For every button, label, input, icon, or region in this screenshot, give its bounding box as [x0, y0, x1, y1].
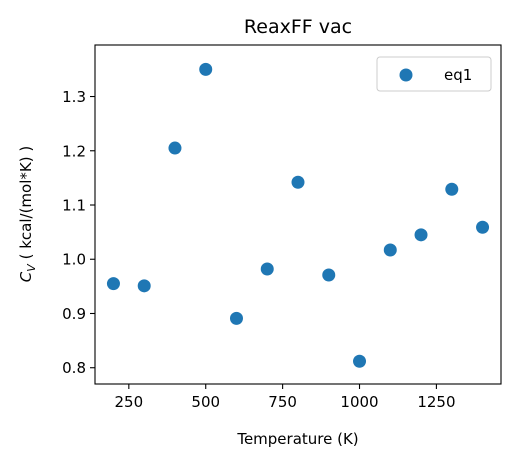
y-tick-label: 0.9	[62, 305, 86, 323]
x-tick-label: 750	[268, 393, 297, 411]
x-tick-label: 1250	[417, 393, 455, 411]
y-axis-label-main: C	[17, 271, 35, 282]
legend-label: eq1	[444, 66, 472, 84]
data-point	[199, 63, 212, 76]
legend-marker	[400, 69, 413, 82]
x-tick-label: 250	[115, 393, 144, 411]
chart-title: ReaxFF vac	[244, 16, 352, 38]
y-tick-label: 0.8	[62, 359, 86, 377]
legend-box	[377, 57, 491, 91]
data-point	[230, 312, 243, 325]
y-tick-label: 1.2	[62, 142, 86, 160]
data-point	[476, 221, 489, 234]
data-point	[107, 277, 120, 290]
y-tick-label: 1.1	[62, 197, 86, 215]
data-point	[322, 268, 335, 281]
x-tick-label: 500	[191, 393, 220, 411]
data-point	[353, 355, 366, 368]
data-point	[138, 279, 151, 292]
legend: eq1	[377, 57, 491, 91]
y-tick-label: 1.0	[62, 251, 86, 269]
y-tick-label: 1.3	[62, 88, 86, 106]
data-point	[168, 142, 181, 155]
x-tick-label: 1000	[340, 393, 378, 411]
data-point	[445, 183, 458, 196]
data-point	[292, 176, 305, 189]
y-axis-label: CV ( kcal/(mol*K) )	[17, 146, 38, 282]
data-point	[415, 228, 428, 241]
data-point	[384, 244, 397, 257]
y-axis-label-units: ( kcal/(mol*K) )	[17, 146, 35, 264]
data-point	[261, 263, 274, 276]
x-axis-label: Temperature (K)	[236, 430, 358, 448]
